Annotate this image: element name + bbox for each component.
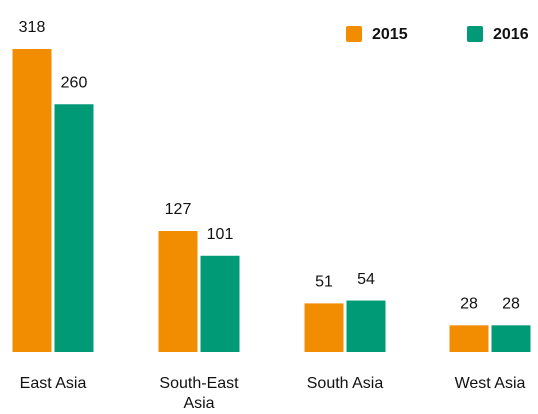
value-label: 54 — [357, 271, 375, 288]
x-tick-label: South-East Asia — [159, 375, 239, 412]
legend-swatch — [467, 26, 483, 42]
bar — [491, 325, 531, 352]
value-label: 51 — [315, 274, 333, 291]
legend-label: 2016 — [493, 26, 529, 43]
bar — [12, 49, 52, 352]
x-tick-label: East Asia — [19, 375, 87, 392]
bar — [158, 230, 198, 352]
value-label: 101 — [207, 226, 234, 243]
value-label: 318 — [19, 19, 46, 36]
legend-swatch — [346, 26, 362, 42]
legend-label: 2015 — [372, 26, 408, 43]
value-label: 127 — [165, 201, 192, 218]
value-label: 28 — [502, 296, 520, 313]
bar — [449, 325, 489, 352]
bar — [346, 300, 386, 352]
bar — [54, 104, 94, 352]
bar — [304, 303, 344, 352]
x-tick-label: West Asia — [454, 375, 526, 392]
x-tick-label: South Asia — [306, 375, 384, 392]
value-label: 260 — [61, 74, 88, 91]
value-label: 28 — [460, 296, 478, 313]
bar — [200, 255, 240, 352]
